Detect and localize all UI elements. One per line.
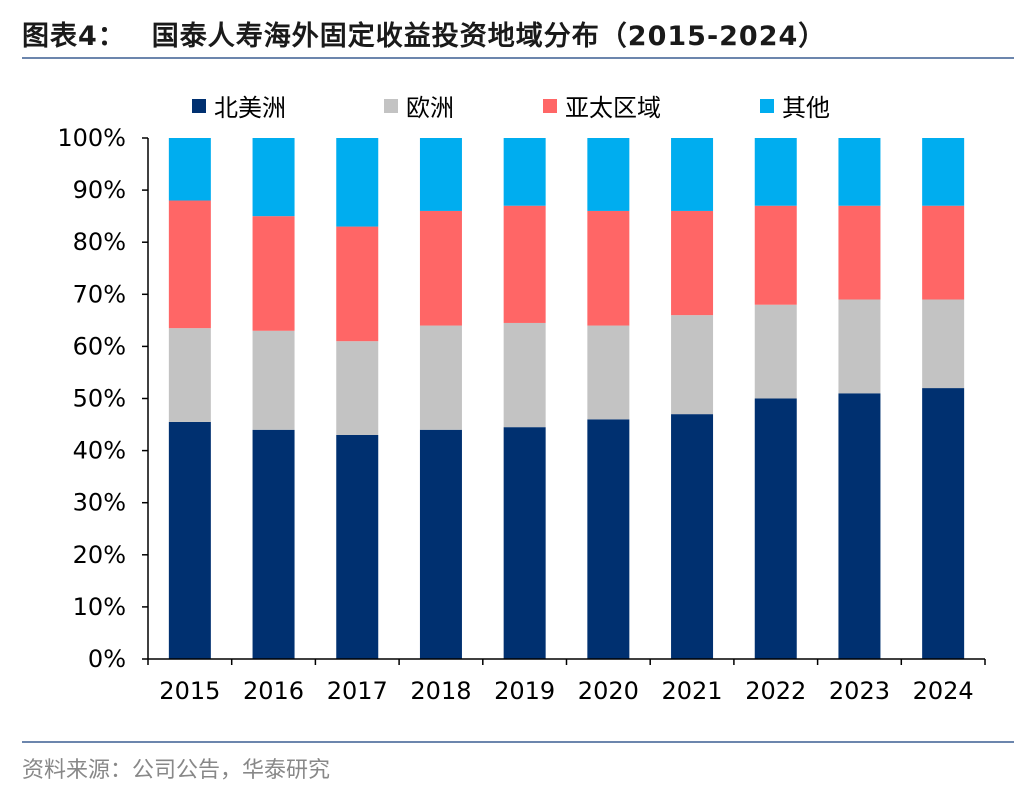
x-tick-label: 2017 xyxy=(327,677,388,705)
y-tick-label: 90% xyxy=(73,176,126,204)
x-tick-label: 2023 xyxy=(829,677,890,705)
legend-label: 北美洲 xyxy=(214,94,286,122)
bar-segment xyxy=(587,138,630,211)
bar-segment xyxy=(671,210,714,316)
bar-segment xyxy=(587,325,630,420)
bar-segment xyxy=(754,398,797,659)
y-tick-label: 40% xyxy=(73,437,126,465)
figure-label: 图表4： xyxy=(22,21,126,52)
bar-segment xyxy=(922,138,965,206)
y-tick-label: 30% xyxy=(73,489,126,517)
bar-segment xyxy=(252,216,295,331)
bar-segment xyxy=(587,210,630,326)
bar-segment xyxy=(838,205,881,300)
legend-item-asia-pacific: 亚太区域 xyxy=(543,88,661,123)
y-tick-label: 70% xyxy=(73,280,126,308)
bar-segment xyxy=(838,393,881,659)
bar-segment xyxy=(754,138,797,206)
bar-segment xyxy=(336,226,379,342)
legend-swatch xyxy=(543,98,557,113)
legend: 北美洲 欧洲 亚太区域 其他 xyxy=(0,88,1036,122)
legend-item-europe: 欧洲 xyxy=(384,88,454,123)
bar-segment xyxy=(419,138,462,211)
x-tick-label: 2020 xyxy=(578,677,639,705)
legend-label: 欧洲 xyxy=(406,94,454,122)
bar-segment xyxy=(922,388,965,659)
title-divider xyxy=(22,57,1014,59)
bar-segment xyxy=(503,427,546,659)
x-tick-label: 2021 xyxy=(662,677,723,705)
bar-segment xyxy=(754,205,797,305)
bar-segment xyxy=(419,429,462,659)
bar-segment xyxy=(671,138,714,211)
x-tick-label: 2018 xyxy=(410,677,471,705)
y-tick-label: 0% xyxy=(88,645,126,673)
bar-segment xyxy=(503,205,546,323)
y-tick-label: 10% xyxy=(73,593,126,621)
x-tick-label: 2024 xyxy=(913,677,974,705)
bar-segment xyxy=(168,421,211,659)
y-tick-label: 50% xyxy=(73,385,126,413)
bar-segment xyxy=(503,138,546,206)
bar-segment xyxy=(838,138,881,206)
bar-segment xyxy=(671,315,714,415)
legend-item-north-america: 北美洲 xyxy=(192,88,286,123)
x-tick-label: 2019 xyxy=(494,677,555,705)
bar-segment xyxy=(252,138,295,217)
bar-segment xyxy=(754,304,797,399)
bar-segment xyxy=(838,299,881,394)
x-tick-label: 2015 xyxy=(159,677,220,705)
bar-segment xyxy=(168,328,211,422)
legend-label: 其他 xyxy=(782,94,830,122)
bar-segment xyxy=(168,200,211,329)
footer-divider xyxy=(22,741,1014,743)
y-tick-label: 100% xyxy=(57,124,126,152)
x-tick-label: 2022 xyxy=(745,677,806,705)
figure-title: 国泰人寿海外固定收益投资地域分布（2015-2024） xyxy=(151,21,827,52)
bar-segment xyxy=(336,138,379,227)
bar-segment xyxy=(419,210,462,326)
x-tick-label: 2016 xyxy=(243,677,304,705)
legend-swatch xyxy=(384,98,398,113)
bar-segment xyxy=(503,322,546,428)
source-note: 资料来源：公司公告，华泰研究 xyxy=(22,758,331,783)
bar-segment xyxy=(922,205,965,300)
legend-item-other: 其他 xyxy=(760,88,830,123)
legend-swatch xyxy=(192,98,206,113)
bar-segment xyxy=(168,138,211,201)
bar-segment xyxy=(419,325,462,430)
bar-segment xyxy=(252,429,295,659)
y-tick-label: 60% xyxy=(73,332,126,360)
y-tick-label: 20% xyxy=(73,541,126,569)
chart-title: 图表4： 国泰人寿海外固定收益投资地域分布（2015-2024） xyxy=(22,14,826,53)
bar-segment xyxy=(336,341,379,435)
bar-segment xyxy=(252,330,295,430)
bar-segment xyxy=(671,414,714,659)
y-tick-label: 80% xyxy=(73,228,126,256)
bar-segment xyxy=(922,299,965,389)
bar-segment xyxy=(336,434,379,659)
legend-label: 亚太区域 xyxy=(565,94,661,122)
legend-swatch xyxy=(760,98,774,113)
bar-segment xyxy=(587,419,630,659)
